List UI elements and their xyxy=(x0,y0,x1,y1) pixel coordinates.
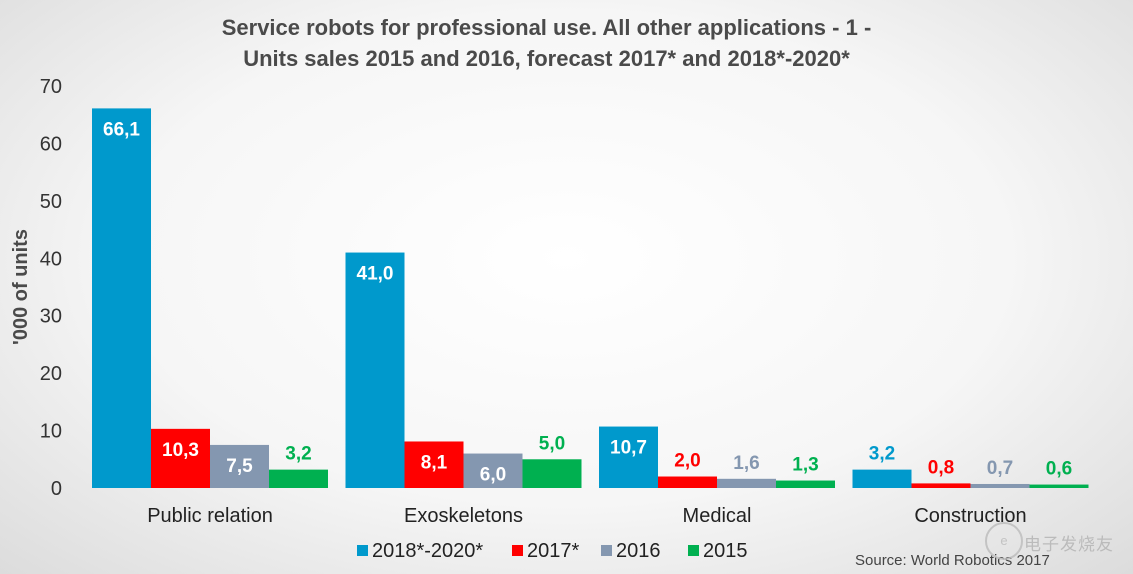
data-label: 6,0 xyxy=(480,465,506,486)
bar-medical-2 xyxy=(717,478,776,488)
y-tick-label: 60 xyxy=(40,133,62,155)
x-tick-label: Exoskeletons xyxy=(404,505,523,527)
legend-label-0: 2018*-2020* xyxy=(372,540,483,562)
chart-title: Service robots for professional use. All… xyxy=(0,12,1093,74)
data-label: 0,8 xyxy=(928,457,954,478)
y-tick-label: 0 xyxy=(51,478,62,500)
data-label: 2,0 xyxy=(674,451,700,472)
bar-exoskeletons-1 xyxy=(404,441,464,488)
data-label: 66,1 xyxy=(103,119,140,140)
data-label: 7,5 xyxy=(226,456,253,477)
bar-construction-2 xyxy=(970,483,1030,488)
bar-public-relation-2 xyxy=(210,444,269,488)
watermark-text: 电子发烧友 xyxy=(1024,535,1114,554)
y-tick-label: 20 xyxy=(40,363,62,385)
x-tick-label: Construction xyxy=(914,505,1026,527)
bar-medical-3 xyxy=(776,480,835,488)
data-label: 3,2 xyxy=(285,444,311,465)
data-label: 0,6 xyxy=(1046,459,1072,480)
legend-label-3: 2015 xyxy=(703,540,748,562)
data-label: 10,3 xyxy=(162,440,199,461)
bar-exoskeletons-3 xyxy=(522,459,582,488)
data-label: 5,0 xyxy=(539,433,565,454)
bar-public-relation-0 xyxy=(92,108,151,488)
legend-swatch-1 xyxy=(512,545,523,556)
bar-exoskeletons-0 xyxy=(345,252,405,488)
y-tick-label: 40 xyxy=(40,248,62,270)
legend-swatch-2 xyxy=(601,545,612,556)
legend-label-2: 2016 xyxy=(616,540,661,562)
y-axis-label: '000 of units xyxy=(10,229,32,345)
y-tick-label: 70 xyxy=(40,76,62,98)
data-label: 10,7 xyxy=(610,438,647,459)
chart-title-line-1: Service robots for professional use. All… xyxy=(221,15,872,40)
bar-construction-3 xyxy=(1029,484,1089,488)
y-tick-label: 50 xyxy=(40,191,62,213)
data-label: 0,7 xyxy=(987,458,1013,479)
legend-swatch-0 xyxy=(357,545,368,556)
chart-title-line-2: Units sales 2015 and 2016, forecast 2017… xyxy=(243,46,850,71)
bar-construction-1 xyxy=(911,483,971,488)
legend-swatch-3 xyxy=(688,545,699,556)
legend-label-1: 2017* xyxy=(527,540,579,562)
bar-construction-0 xyxy=(852,469,912,488)
data-label: 8,1 xyxy=(421,452,448,473)
bar-exoskeletons-2 xyxy=(463,453,523,488)
source-note: Source: World Robotics 2017 xyxy=(855,552,1050,569)
bar-medical-0 xyxy=(599,426,658,488)
watermark-logo-icon: e xyxy=(985,522,1023,560)
x-tick-label: Public relation xyxy=(147,505,273,527)
bar-medical-1 xyxy=(658,476,717,488)
y-tick-label: 10 xyxy=(40,421,62,443)
data-label: 1,6 xyxy=(733,453,759,474)
x-tick-label: Medical xyxy=(683,505,752,527)
bar-public-relation-1 xyxy=(151,428,210,488)
data-label: 3,2 xyxy=(869,444,895,465)
y-tick-label: 30 xyxy=(40,306,62,328)
bar-public-relation-3 xyxy=(269,469,328,488)
data-label: 41,0 xyxy=(357,264,394,285)
data-label: 1,3 xyxy=(792,455,818,476)
